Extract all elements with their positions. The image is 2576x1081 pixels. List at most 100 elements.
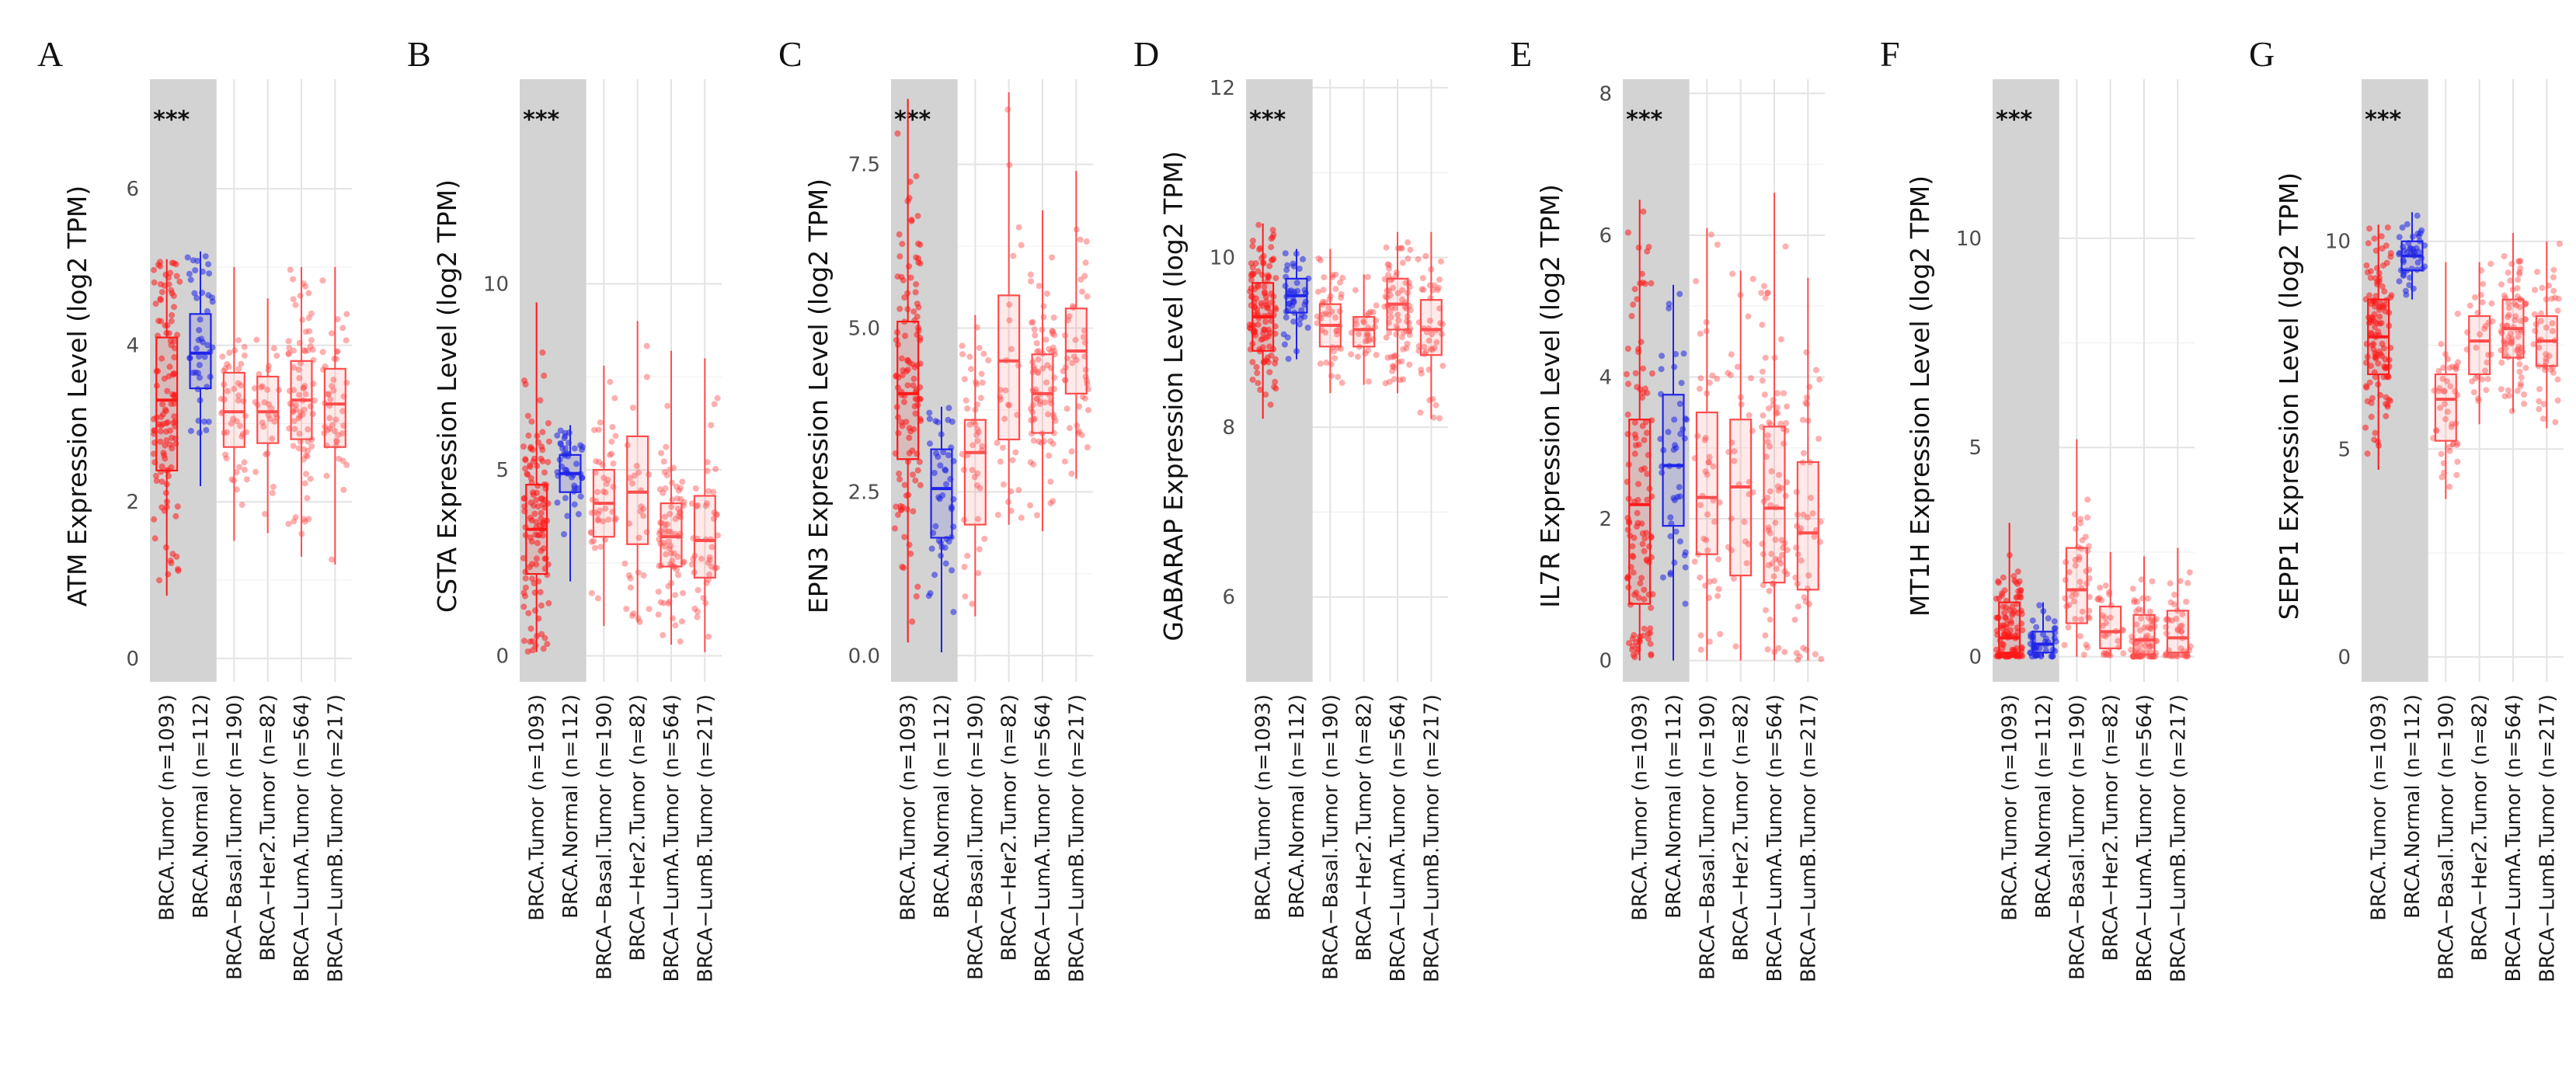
category-label: BRCA−Basal.Tumor (n=190) [1319,694,1342,980]
data-point [945,452,952,459]
data-point [2032,646,2039,652]
data-point [1032,332,1039,339]
data-point [711,401,718,408]
data-point [2522,364,2529,371]
data-point [258,384,265,391]
data-point [1706,638,1713,645]
data-point [712,465,719,472]
data-point [173,273,180,280]
data-point [2508,339,2515,346]
data-point [1018,514,1025,521]
data-point [202,253,209,260]
data-point [906,263,912,269]
data-point [694,586,701,593]
data-point [1634,384,1641,391]
data-point [1658,366,1665,373]
data-point [2011,646,2018,653]
data-point [674,483,680,490]
data-point [308,443,315,450]
data-point [907,274,914,281]
data-point [295,367,302,373]
data-point [1069,360,1076,367]
data-point [2131,599,2138,606]
data-point [2083,641,2090,648]
data-point [166,363,173,370]
data-point [1382,380,1389,387]
data-point [913,281,920,288]
data-point [290,408,297,415]
data-point [1778,537,1785,544]
data-point [1333,328,1340,335]
data-point [2484,359,2491,366]
data-point [1257,245,1264,252]
data-point [1387,292,1394,299]
category-label: BRCA−LumB.Tumor (n=217) [1065,694,1088,982]
category-label: BRCA.Normal (n=112) [931,694,954,919]
data-point [573,461,580,468]
data-point [2511,301,2518,308]
data-point [913,593,920,600]
data-point [691,605,698,612]
data-point [167,441,173,448]
data-point [528,418,535,425]
data-point [1320,287,1327,294]
data-point [1332,286,1339,292]
data-point [1762,294,1769,301]
data-point [1050,440,1057,447]
data-point [1386,378,1393,385]
data-point [304,495,311,502]
data-point [1281,341,1288,348]
data-point [2415,249,2422,255]
data-point [1703,537,1710,544]
data-point [151,279,158,286]
data-point [1630,652,1637,659]
category-label: BRCA−LumB.Tumor (n=217) [694,694,717,982]
data-point [1800,645,1807,652]
data-point [1259,335,1266,342]
data-point [602,505,609,512]
data-point [1645,630,1652,637]
data-point [2552,294,2559,301]
data-point [563,467,570,474]
data-point [238,382,245,389]
y-axis-label: ATM Expression Level (log2 TPM) [62,186,92,607]
data-point [597,507,603,514]
data-point [1332,271,1339,278]
data-point [907,551,914,558]
data-point [2167,580,2174,587]
data-point [301,383,308,389]
data-point [1432,401,1439,408]
data-point [1996,652,2003,659]
data-point [1811,534,1818,540]
data-point [228,420,235,427]
data-point [666,545,673,552]
box-subtype [1352,315,1376,348]
data-point [571,501,578,508]
data-point [1745,313,1752,320]
data-point [291,347,297,354]
data-point [1715,586,1722,593]
box-normal [2031,631,2055,654]
data-point [2066,568,2073,575]
data-point [2480,280,2487,287]
data-point [1422,349,1429,356]
data-point [204,342,211,349]
data-point [1439,363,1446,370]
data-point [2479,376,2486,383]
data-point [259,383,266,390]
category-label: BRCA.Tumor (n=1093) [2368,694,2391,921]
data-point [168,318,175,325]
data-point [536,532,543,539]
data-point [1777,420,1784,427]
data-point [1624,346,1631,352]
data-point [2167,652,2173,659]
data-point [1729,270,1736,277]
data-point [974,470,981,477]
data-point [206,270,213,277]
data-point [201,418,207,425]
data-point [2515,276,2521,283]
data-point [899,241,906,248]
data-point [1015,487,1022,493]
data-point [1072,336,1079,343]
data-point [705,488,712,495]
